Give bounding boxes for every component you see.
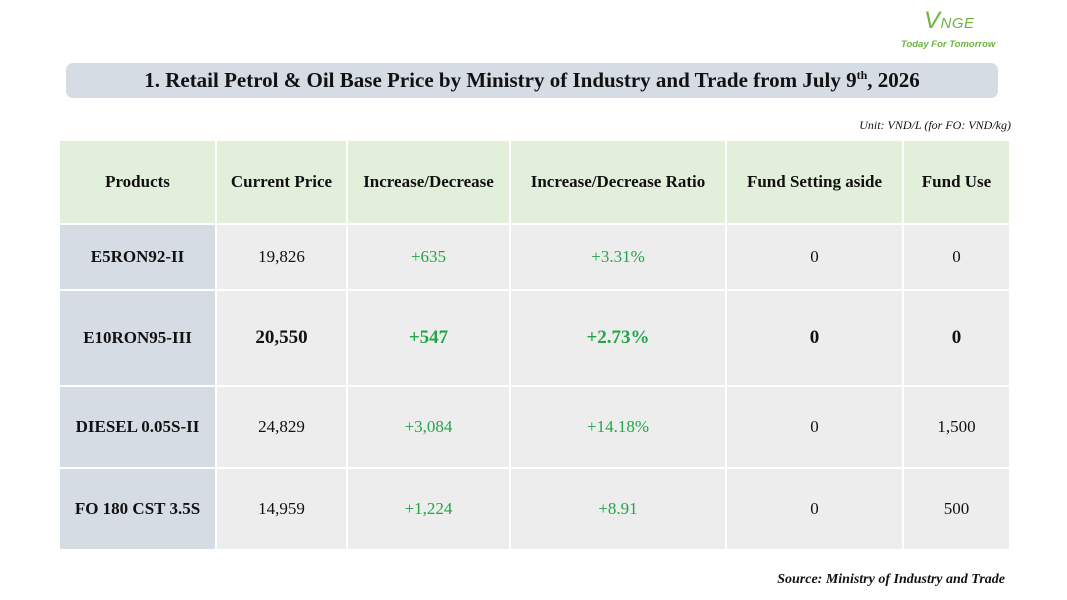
table-row: E5RON92-II 19,826 +635 +3.31% 0 0 <box>58 223 1011 291</box>
change-ratio: +14.18% <box>509 385 727 469</box>
fund-use: 0 <box>902 289 1011 387</box>
price-table: Products Current Price Increase/Decrease… <box>58 139 1011 551</box>
table-header-row: Products Current Price Increase/Decrease… <box>58 139 1011 225</box>
page-title: 1. Retail Petrol & Oil Base Price by Min… <box>144 68 920 93</box>
fund-use: 0 <box>902 223 1011 291</box>
current-price: 24,829 <box>215 385 348 469</box>
header-increase-decrease: Increase/Decrease <box>346 139 511 225</box>
header-fund-use: Fund Use <box>902 139 1011 225</box>
table-row: E10RON95-III 20,550 +547 +2.73% 0 0 <box>58 289 1011 387</box>
price-change: +635 <box>346 223 511 291</box>
header-current-price: Current Price <box>215 139 348 225</box>
product-name: DIESEL 0.05S-II <box>58 385 217 469</box>
unit-note: Unit: VND/L (for FO: VND/kg) <box>859 118 1011 132</box>
header-products: Products <box>58 139 217 225</box>
change-ratio: +8.91 <box>509 467 727 551</box>
fund-aside: 0 <box>725 223 904 291</box>
header-fund-aside: Fund Setting aside <box>725 139 904 225</box>
table-row: FO 180 CST 3.5S 14,959 +1,224 +8.91 0 50… <box>58 467 1011 551</box>
fund-use: 1,500 <box>902 385 1011 469</box>
product-name: E5RON92-II <box>58 223 217 291</box>
source-note: Source: Ministry of Industry and Trade <box>777 572 1005 587</box>
change-ratio: +3.31% <box>509 223 727 291</box>
current-price: 14,959 <box>215 467 348 551</box>
fund-aside: 0 <box>725 467 904 551</box>
fund-use: 500 <box>902 467 1011 551</box>
current-price: 19,826 <box>215 223 348 291</box>
current-price: 20,550 <box>215 289 348 387</box>
logo-mark-rest: NGE <box>940 15 975 32</box>
logo-mark: VNGE <box>924 7 975 35</box>
fund-aside: 0 <box>725 385 904 469</box>
price-change: +3,084 <box>346 385 511 469</box>
change-ratio: +2.73% <box>509 289 727 387</box>
product-name: E10RON95-III <box>58 289 217 387</box>
header-ratio: Increase/Decrease Ratio <box>509 139 727 225</box>
table-row: DIESEL 0.05S-II 24,829 +3,084 +14.18% 0 … <box>58 385 1011 469</box>
product-name: FO 180 CST 3.5S <box>58 467 217 551</box>
price-change: +1,224 <box>346 467 511 551</box>
title-suffix: , 2026 <box>867 68 920 92</box>
title-bar: 1. Retail Petrol & Oil Base Price by Min… <box>66 63 998 98</box>
logo-tagline: Today For Tomorrow <box>901 39 996 50</box>
logo-mark-v: V <box>924 7 941 34</box>
price-change: +547 <box>346 289 511 387</box>
fund-aside: 0 <box>725 289 904 387</box>
title-prefix: 1. Retail Petrol & Oil Base Price by Min… <box>144 68 857 92</box>
vnge-logo: VNGE Today For Tomorrow <box>896 5 1006 55</box>
title-superscript: th <box>856 68 868 82</box>
